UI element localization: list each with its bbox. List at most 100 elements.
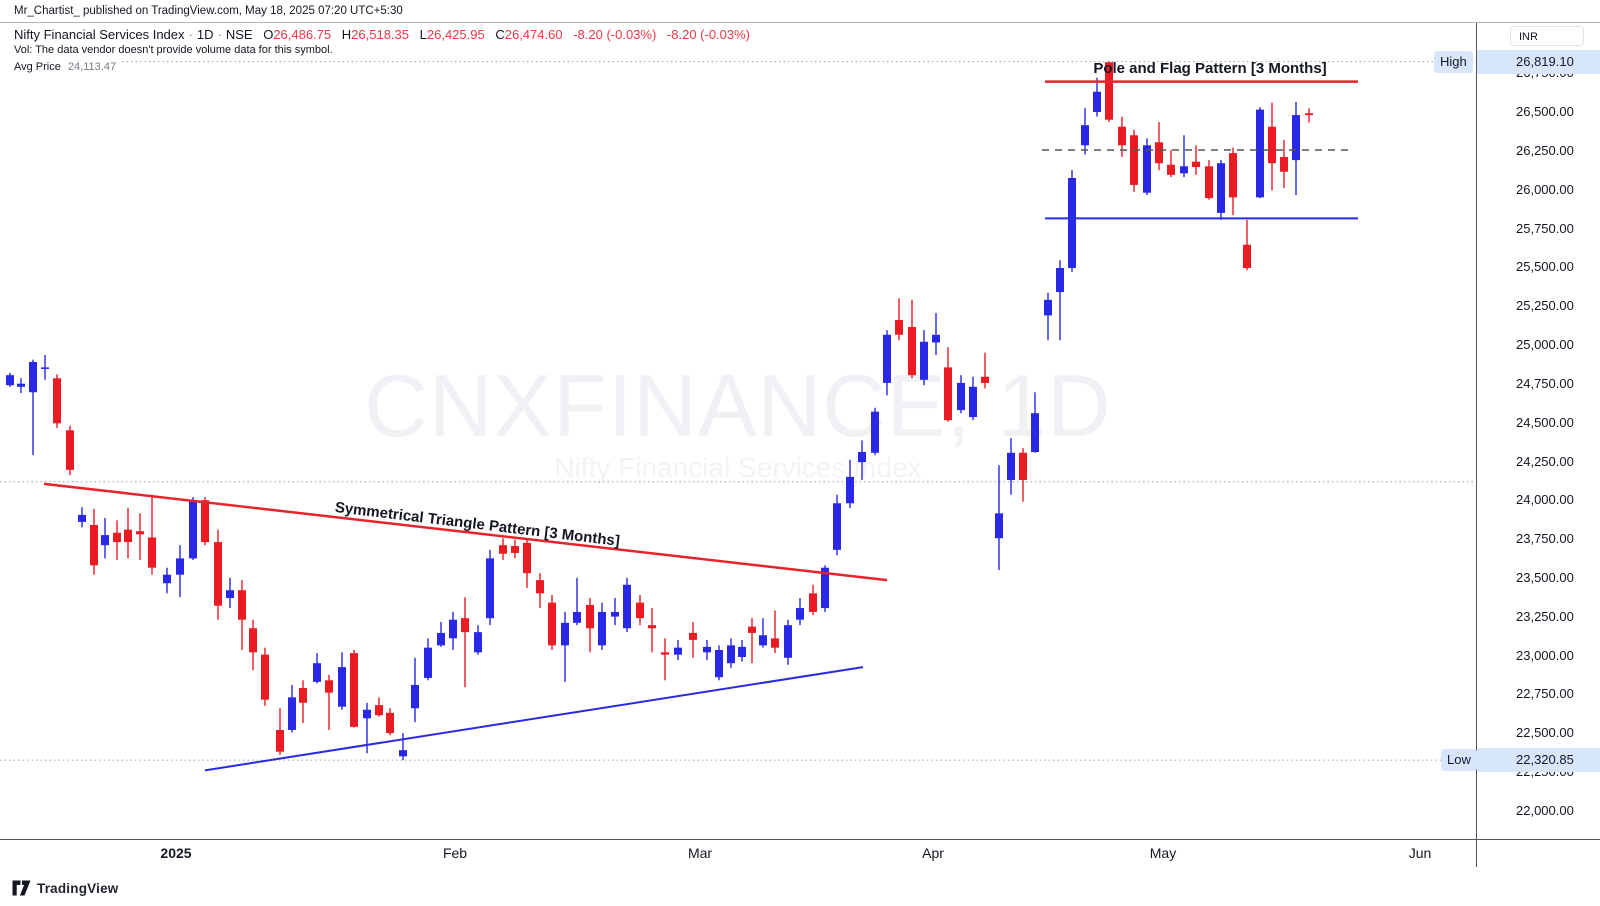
candle-body (858, 452, 866, 463)
candle-body (1007, 452, 1015, 480)
candle-body (1081, 125, 1089, 146)
candle-body (636, 602, 644, 619)
price-tick: 23,750.00 (1516, 531, 1574, 547)
avg-price-value: 24,113.47 (67, 61, 117, 73)
tradingview-logo[interactable]: TradingView (12, 880, 118, 896)
flag-pattern-annotation[interactable]: Pole and Flag Pattern [3 Months] (1093, 60, 1327, 77)
candle-body (561, 622, 569, 646)
candle-body (932, 334, 940, 343)
candle-body (969, 386, 977, 418)
candle-body (1280, 156, 1288, 172)
candle-body (449, 619, 457, 639)
candle-body (648, 625, 656, 629)
candle-body (399, 750, 407, 757)
candle-body (908, 327, 916, 376)
price-tick: 26,500.00 (1516, 104, 1574, 120)
price-tick: 23,500.00 (1516, 570, 1574, 586)
candle-body (375, 705, 383, 716)
candle-body (486, 558, 494, 619)
candle-body (299, 688, 307, 703)
time-axis[interactable]: 2025 Feb Mar Apr May Jun (0, 841, 1600, 867)
candle-body (338, 667, 346, 707)
volume-note: Vol: The data vendor doesn't provide vol… (14, 44, 333, 56)
candle-body (1305, 113, 1313, 116)
candle-body (461, 618, 469, 633)
time-tick-jun: Jun (1408, 845, 1432, 861)
low-label: L (419, 27, 427, 42)
currency-button[interactable]: INR (1510, 26, 1584, 46)
candle-body (474, 632, 482, 653)
time-tick-may: May (1149, 845, 1177, 861)
exchange-name: NSE (225, 27, 253, 42)
candle-body (136, 531, 144, 535)
candle-body (124, 529, 132, 543)
price-tick: 25,250.00 (1516, 298, 1574, 314)
triangle-lower[interactable] (204, 666, 864, 772)
candle-body (1155, 142, 1163, 164)
candle-body (313, 663, 321, 682)
price-tick: 24,250.00 (1516, 453, 1574, 469)
triangle-upper[interactable] (43, 482, 888, 582)
chart-legend: Nifty Financial Services Index · 1D · NSE O2… (14, 27, 750, 75)
candle-body (499, 545, 507, 554)
candle-body (920, 341, 928, 380)
open-label: O (263, 27, 274, 42)
price-tick: 24,000.00 (1516, 492, 1574, 508)
candle-body (957, 382, 965, 411)
candle-body (238, 590, 246, 620)
candlestick-chart-canvas[interactable] (0, 22, 1476, 838)
candle-body (29, 361, 37, 393)
candle-body (611, 611, 619, 617)
candle-body (1180, 166, 1188, 174)
candle-body (1292, 115, 1300, 161)
candle-body (163, 574, 171, 584)
candle-body (101, 535, 109, 546)
candle-body (276, 729, 284, 752)
separator: · (188, 27, 193, 42)
change-value: -8.20 (-0.03%) (573, 27, 657, 42)
candle-body (796, 608, 804, 620)
candle-body (759, 635, 767, 646)
candle-body (41, 367, 49, 369)
candle-body (586, 604, 594, 629)
candle-body (325, 680, 333, 693)
candle-body (548, 602, 556, 646)
symbol-title[interactable]: Nifty Financial Services Index (14, 27, 185, 42)
change-percent: -8.20 (-0.03%) (666, 27, 751, 42)
candle-body (189, 500, 197, 559)
avg-price-row: Avg Price 24,113.47 (14, 60, 121, 75)
candle-body (1068, 177, 1076, 269)
high-label: H (341, 27, 352, 42)
candle-body (623, 584, 631, 629)
price-tick: 24,500.00 (1516, 414, 1574, 430)
candle-body (1243, 244, 1251, 269)
candle-body (424, 647, 432, 678)
candle-body (523, 542, 531, 574)
candle-body (871, 411, 879, 453)
candle-body (78, 514, 86, 522)
candle-body (1044, 299, 1052, 316)
close-value: 26,474.60 (504, 27, 563, 42)
candle-body (689, 632, 697, 640)
candle-body (288, 697, 296, 730)
candle-body (214, 542, 222, 606)
avg-price-label: Avg Price (14, 61, 61, 73)
time-axis-border (0, 839, 1600, 840)
price-tick: 24,750.00 (1516, 375, 1574, 391)
tradingview-logomark (12, 880, 31, 896)
low-price-badge: 22,320.85 (1477, 748, 1600, 773)
candle-body (113, 532, 121, 543)
candle-body (995, 513, 1003, 539)
candle-body (363, 709, 371, 719)
candle-body (809, 593, 817, 612)
candle-body (1167, 164, 1175, 175)
candle-body (411, 684, 419, 709)
interval-value[interactable]: 1D (196, 27, 214, 42)
time-tick-apr: Apr (922, 845, 944, 861)
candle-body (661, 652, 669, 655)
price-tick: 25,000.00 (1516, 337, 1574, 353)
candle-body (1056, 268, 1064, 293)
price-axis[interactable]: INR 26,750.0026,500.0026,250.0026,000.00… (1477, 23, 1600, 839)
candle-body (1130, 135, 1138, 185)
high-price-badge: 26,819.10 (1477, 49, 1600, 74)
